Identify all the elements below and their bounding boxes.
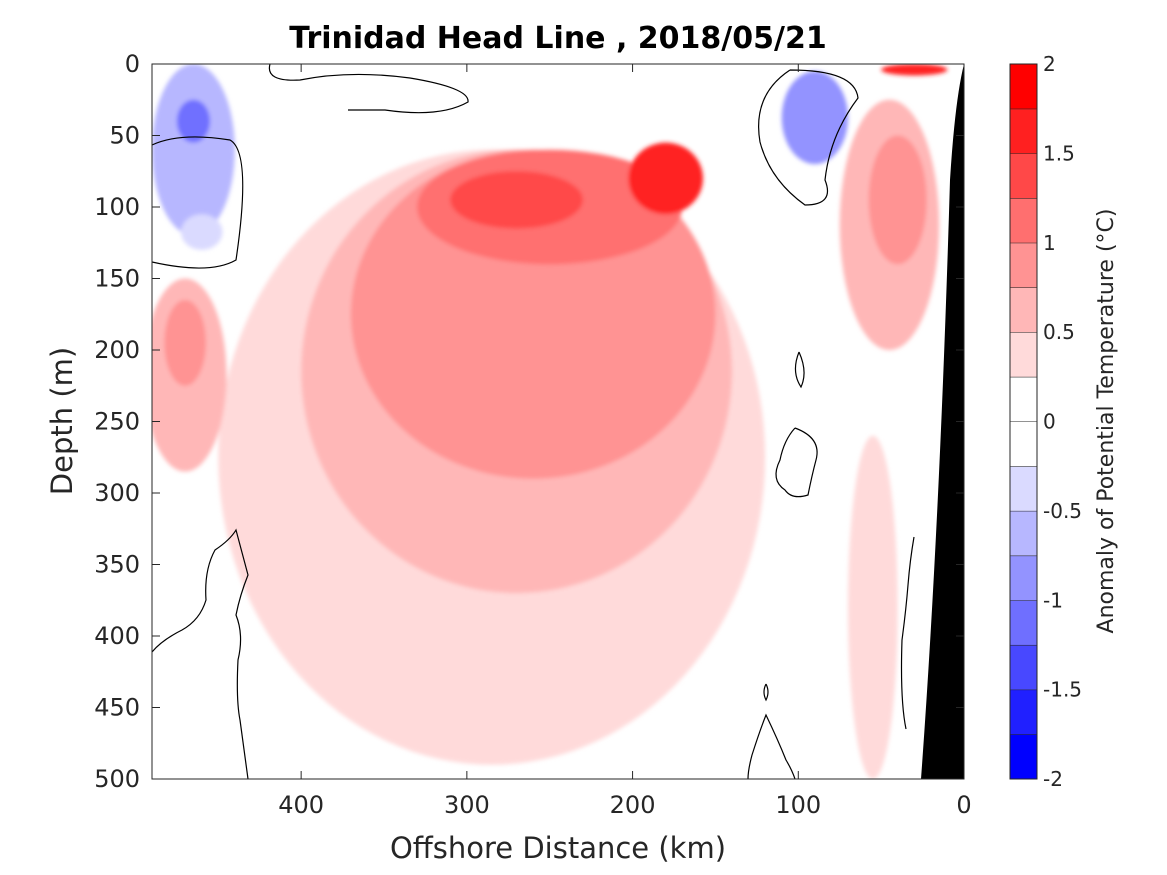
- y-tick-label: 250: [94, 408, 140, 436]
- colorbar-swatch: [1010, 689, 1037, 735]
- colorbar-swatch: [1010, 510, 1037, 556]
- x-axis: 400 300 200 100 0: [278, 64, 972, 819]
- colorbar-swatch: [1010, 242, 1037, 288]
- chart-title: Trinidad Head Line , 2018/05/21: [289, 21, 826, 56]
- colorbar-ticks: 2 1.5 1 0.5 0 -0.5 -1 -1.5 -2: [1043, 52, 1082, 791]
- y-tick-label: 100: [94, 193, 140, 221]
- x-tick-label: 200: [610, 791, 656, 819]
- colorbar: 2 1.5 1 0.5 0 -0.5 -1 -1.5 -2: [1009, 52, 1082, 791]
- warm-anomaly-patch: [848, 435, 898, 779]
- x-tick-label: 0: [956, 791, 971, 819]
- x-axis-label: Offshore Distance (km): [390, 831, 726, 865]
- cool-anomaly-patch: [176, 99, 210, 143]
- colorbar-swatches: [1010, 63, 1037, 779]
- y-axis: 0 50 100 150 200 250 300 350 400 450 500: [94, 50, 964, 793]
- x-tick-label: 100: [775, 791, 821, 819]
- colorbar-swatch: [1010, 466, 1037, 511]
- colorbar-swatch: [1010, 600, 1037, 645]
- anomaly-patches: [152, 64, 948, 779]
- colorbar-tick-label: -2: [1043, 767, 1063, 791]
- colorbar-swatch: [1010, 555, 1037, 601]
- colorbar-tick-label: -1.5: [1043, 678, 1082, 702]
- cool-anomaly-patch: [152, 64, 235, 236]
- y-tick-label: 50: [109, 122, 140, 150]
- warm-anomaly-patch: [628, 142, 703, 215]
- zero-contour-lines: [152, 64, 915, 779]
- y-tick-label: 200: [94, 336, 140, 364]
- y-tick-label: 300: [94, 479, 140, 507]
- warm-anomaly-patch: [450, 171, 583, 229]
- colorbar-swatch: [1010, 644, 1037, 690]
- colorbar-tick-label: 1: [1043, 231, 1056, 255]
- y-tick-label: 150: [94, 265, 140, 293]
- colorbar-swatch: [1010, 198, 1037, 243]
- colorbar-swatch: [1010, 64, 1037, 109]
- cool-anomaly-patch: [388, 85, 447, 115]
- colorbar-tick-label: -1: [1043, 588, 1063, 612]
- colorbar-tick-label: 2: [1043, 52, 1056, 76]
- colorbar-swatch: [1010, 421, 1037, 467]
- y-tick-label: 0: [125, 50, 140, 78]
- zero-contour-line: [747, 713, 796, 779]
- warm-anomaly-patch: [881, 64, 948, 76]
- colorbar-frame: [1009, 63, 1038, 780]
- zero-contour-line: [775, 427, 818, 498]
- colorbar-swatch: [1010, 287, 1037, 333]
- zero-contour-line: [152, 528, 249, 779]
- cool-anomaly-patch: [516, 64, 616, 100]
- warm-anomaly-patch: [164, 299, 206, 386]
- zero-contour-line: [152, 136, 244, 269]
- colorbar-tick-label: -0.5: [1043, 499, 1082, 523]
- colorbar-swatch: [1010, 734, 1037, 779]
- zero-contour-line: [794, 351, 805, 389]
- warm-anomaly-patch: [868, 135, 927, 265]
- zero-contour-line: [758, 69, 859, 206]
- y-tick-label: 500: [94, 765, 140, 793]
- cool-anomaly-patch: [181, 214, 223, 250]
- zero-contour-line: [763, 683, 769, 702]
- y-tick-label: 450: [94, 694, 140, 722]
- temperature-anomaly-field: [152, 64, 948, 779]
- colorbar-tick-label: 0.5: [1043, 320, 1075, 344]
- colorbar-tick-label: 0: [1043, 410, 1056, 434]
- zero-contour-line: [900, 536, 915, 730]
- y-tick-label: 350: [94, 551, 140, 579]
- cool-anomaly-patch: [781, 71, 848, 165]
- x-tick-label: 400: [278, 791, 324, 819]
- x-tick-label: 300: [444, 791, 490, 819]
- plot-area: [151, 63, 965, 780]
- y-tick-label: 400: [94, 622, 140, 650]
- colorbar-swatch: [1010, 153, 1037, 199]
- zero-contour-line: [268, 64, 469, 114]
- colorbar-tick-label: 1.5: [1043, 141, 1075, 165]
- colorbar-label: Anomaly of Potential Temperature (°C): [1094, 209, 1119, 634]
- colorbar-swatch: [1010, 376, 1037, 422]
- y-axis-label: Depth (m): [45, 347, 79, 495]
- colorbar-swatch: [1010, 332, 1037, 377]
- colorbar-swatch: [1010, 108, 1037, 154]
- seafloor-bathymetry: [921, 64, 964, 779]
